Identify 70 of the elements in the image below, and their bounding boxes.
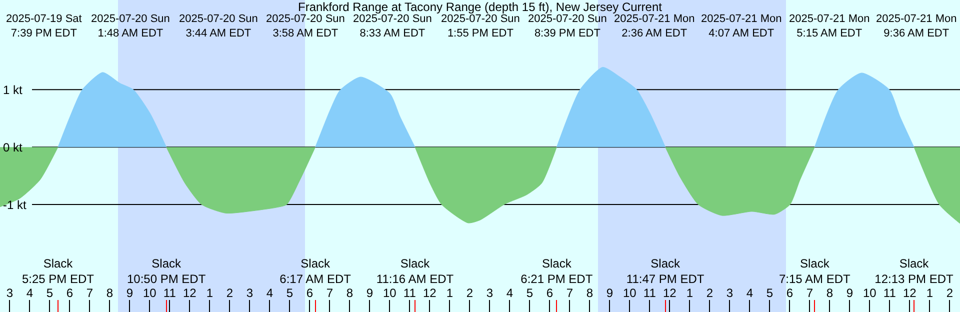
x-tick-label: 6 xyxy=(786,286,794,300)
x-tick-label: 1 xyxy=(206,286,214,300)
annotation: 2025-07-20 Sun 8:39 PM EDT xyxy=(528,13,607,40)
x-tick-label: 12 xyxy=(422,286,437,300)
annotation: 2025-07-21 Mon 5:15 AM EDT xyxy=(789,13,870,40)
y-tick-label: 1 kt xyxy=(3,82,24,97)
x-tick-label: 9 xyxy=(366,286,374,300)
x-tick-label: 2 xyxy=(946,286,954,300)
x-tick-label: 5 xyxy=(286,286,294,300)
x2-tick-label: Slack 11:16 AM EDT xyxy=(376,256,454,286)
x-tick-label: 12 xyxy=(182,286,197,300)
x-tick-label: 3 xyxy=(726,286,734,300)
x2-tick-label: Slack 6:21 PM EDT xyxy=(520,256,594,286)
x-tick-label: 4 xyxy=(26,286,34,300)
x2-tick-label: Slack 12:13 PM EDT xyxy=(874,256,954,286)
x-tick-label: 1 xyxy=(446,286,454,300)
x-tick-label: 1 xyxy=(926,286,934,300)
x-tick-label: 10 xyxy=(142,286,157,300)
x-tick-label: 4 xyxy=(506,286,514,300)
x-tick-label: 11 xyxy=(883,286,896,300)
x-tick-label: 10 xyxy=(862,286,877,300)
x-tick-label: 9 xyxy=(606,286,614,300)
x-tick-label: 6 xyxy=(546,286,554,300)
x-tick-label: 6 xyxy=(306,286,314,300)
x-tick-label: 7 xyxy=(326,286,334,300)
y-tick-label: -1 kt xyxy=(3,198,28,212)
x-tick-label: 10 xyxy=(382,286,397,300)
x2-tick-label: Slack 5:25 PM EDT xyxy=(22,256,95,286)
x-tick-label: 9 xyxy=(126,286,134,300)
x-tick-label: 7 xyxy=(86,286,94,300)
x-tick-label: 8 xyxy=(346,286,354,300)
annotation: 2025-07-20 Sun 1:48 AM EDT xyxy=(91,13,170,40)
x-tick-label: 11 xyxy=(163,286,176,300)
x-tick-label: 8 xyxy=(586,286,594,300)
x-tick-label: 5 xyxy=(526,286,534,300)
x-tick-label: 7 xyxy=(806,286,814,300)
x-tick-label: 3 xyxy=(486,286,494,300)
x2-tick-label: Slack 6:17 AM EDT xyxy=(280,256,352,286)
x-tick-label: 2 xyxy=(226,286,234,300)
x-tick-label: 3 xyxy=(246,286,254,300)
x-tick-label: 8 xyxy=(826,286,834,300)
x-tick-label: 7 xyxy=(566,286,574,300)
annotation: 2025-07-20 Sun 1:55 PM EDT xyxy=(441,13,520,40)
x-tick-label: 12 xyxy=(902,286,917,300)
x-tick-label: 8 xyxy=(106,286,114,300)
x-tick-label: 6 xyxy=(66,286,74,300)
annotation: 2025-07-21 Mon 4:07 AM EDT xyxy=(701,13,782,40)
x-tick-label: 2 xyxy=(706,286,714,300)
x-tick-label: 12 xyxy=(662,286,677,300)
x-tick-label: 10 xyxy=(622,286,637,300)
x-tick-label: 3 xyxy=(6,286,14,300)
annotation: 2025-07-20 Sun 3:44 AM EDT xyxy=(179,13,258,40)
x-tick-label: 2 xyxy=(466,286,474,300)
x2-tick-label: Slack 7:15 AM EDT xyxy=(778,256,852,286)
chart-title: Frankford Range at Tacony Range (depth 15 ft), New Jersey Current xyxy=(298,0,663,14)
x2-tick-label: Slack 11:47 PM EDT xyxy=(626,256,705,286)
annotation: 2025-07-19 Sat 7:39 PM EDT xyxy=(6,13,82,40)
x-tick-label: 5 xyxy=(46,286,54,300)
x-tick-label: 11 xyxy=(403,286,416,300)
annotation: 2025-07-21 Mon 9:36 AM EDT xyxy=(876,13,957,40)
annotation: 2025-07-20 Sun 3:58 AM EDT xyxy=(266,13,345,40)
x-tick-label: 11 xyxy=(643,286,656,300)
annotation: 2025-07-21 Mon 2:36 AM EDT xyxy=(614,13,695,40)
x-tick-label: 4 xyxy=(746,286,754,300)
x2-tick-label: Slack 10:50 PM EDT xyxy=(126,256,206,286)
x-tick-label: 9 xyxy=(846,286,854,300)
x-tick-label: 1 xyxy=(686,286,694,300)
x-tick-label: 5 xyxy=(766,286,774,300)
x-tick-label: 4 xyxy=(266,286,274,300)
annotation: 2025-07-20 Sun 8:33 AM EDT xyxy=(353,13,432,40)
